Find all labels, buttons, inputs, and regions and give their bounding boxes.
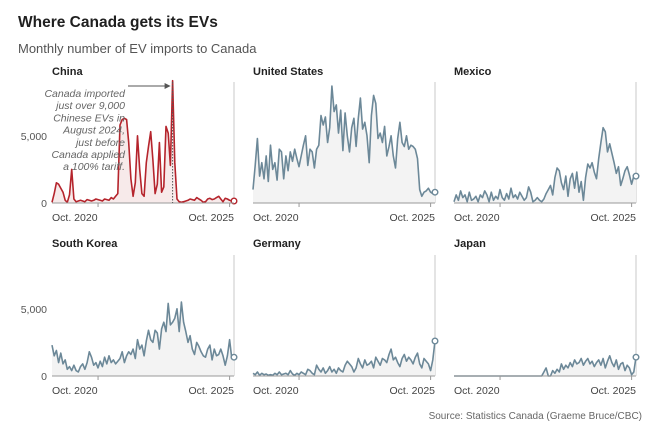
panel-title-mexico: Mexico [454, 66, 492, 78]
series-area-south-korea [52, 302, 234, 376]
panel-united-states: United States Oct. 2020 Oct. 2025 [252, 66, 439, 224]
annotation-line: just over 9,000 [54, 100, 125, 112]
series-area-germany [253, 341, 435, 376]
series-line-united-states [252, 85, 436, 198]
x-tick-label: Oct. 2025 [188, 385, 234, 397]
panel-japan: Japan Oct. 2020 Oct. 2025 [454, 238, 640, 397]
y-tick-label: 5,000 [21, 131, 47, 143]
y-tick-label: 5,000 [21, 304, 47, 316]
panel-south-korea: South Korea 0 5,000 Oct. 2020 Oct. 2025 [21, 238, 238, 397]
x-tick-label: Oct. 2025 [389, 212, 435, 224]
annotation-arrowhead [164, 83, 171, 89]
series-end-marker-south-korea [230, 353, 238, 361]
series-area-japan [454, 355, 636, 376]
panel-title-japan: Japan [454, 238, 486, 250]
panel-title-china: China [52, 66, 83, 78]
x-tick-label: Oct. 2025 [590, 212, 636, 224]
chart-title: Where Canada gets its EVs [18, 14, 218, 31]
x-tick-label: Oct. 2020 [52, 212, 98, 224]
panel-china: China 0 5,000 Oct. 2020 Oct. 2025 Canada impo… [21, 66, 238, 224]
annotation-line: August 2024, [62, 125, 125, 137]
panel-title-south-korea: South Korea [52, 238, 118, 250]
series-end-marker-united-states [431, 188, 439, 196]
chart-subtitle: Monthly number of EV imports to Canada [18, 41, 257, 56]
annotation-text: Canada imported just over 9,000 Chinese EV… [44, 88, 126, 173]
y-tick-label: 0 [41, 371, 47, 383]
annotation-line: Chinese EVs in [53, 112, 125, 124]
series-line-south-korea [51, 301, 235, 373]
x-tick-label: Oct. 2025 [590, 385, 636, 397]
series-end-marker-germany [431, 337, 439, 345]
x-tick-label: Oct. 2020 [52, 385, 98, 397]
series-line-china [51, 79, 234, 204]
x-tick-label: Oct. 2025 [188, 212, 234, 224]
annotation-line: Canada applied [51, 149, 126, 161]
series-end-marker-china [230, 197, 238, 205]
x-tick-label: Oct. 2020 [454, 212, 500, 224]
x-tick-label: Oct. 2025 [389, 385, 435, 397]
x-tick-label: Oct. 2020 [454, 385, 500, 397]
panel-title-germany: Germany [253, 238, 302, 250]
series-area-mexico [454, 127, 636, 203]
panel-mexico: Mexico Oct. 2020 Oct. 2025 [453, 66, 640, 224]
panel-germany: Germany Oct. 2020 Oct. 2025 [252, 238, 439, 397]
series-end-marker-mexico [632, 172, 640, 180]
series-end-marker-japan [632, 353, 640, 361]
panel-title-united-states: United States [253, 66, 323, 78]
annotation-line: a 100% tariff. [63, 161, 125, 173]
annotation-line: just before [74, 137, 125, 149]
y-tick-label: 0 [41, 198, 47, 210]
x-tick-label: Oct. 2020 [253, 385, 299, 397]
series-line-germany [252, 340, 436, 377]
source-credit: Source: Statistics Canada (Graeme Bruce/… [428, 411, 642, 422]
annotation-line: Canada imported [44, 88, 126, 100]
x-tick-label: Oct. 2020 [253, 212, 299, 224]
series-line-mexico [453, 126, 636, 203]
